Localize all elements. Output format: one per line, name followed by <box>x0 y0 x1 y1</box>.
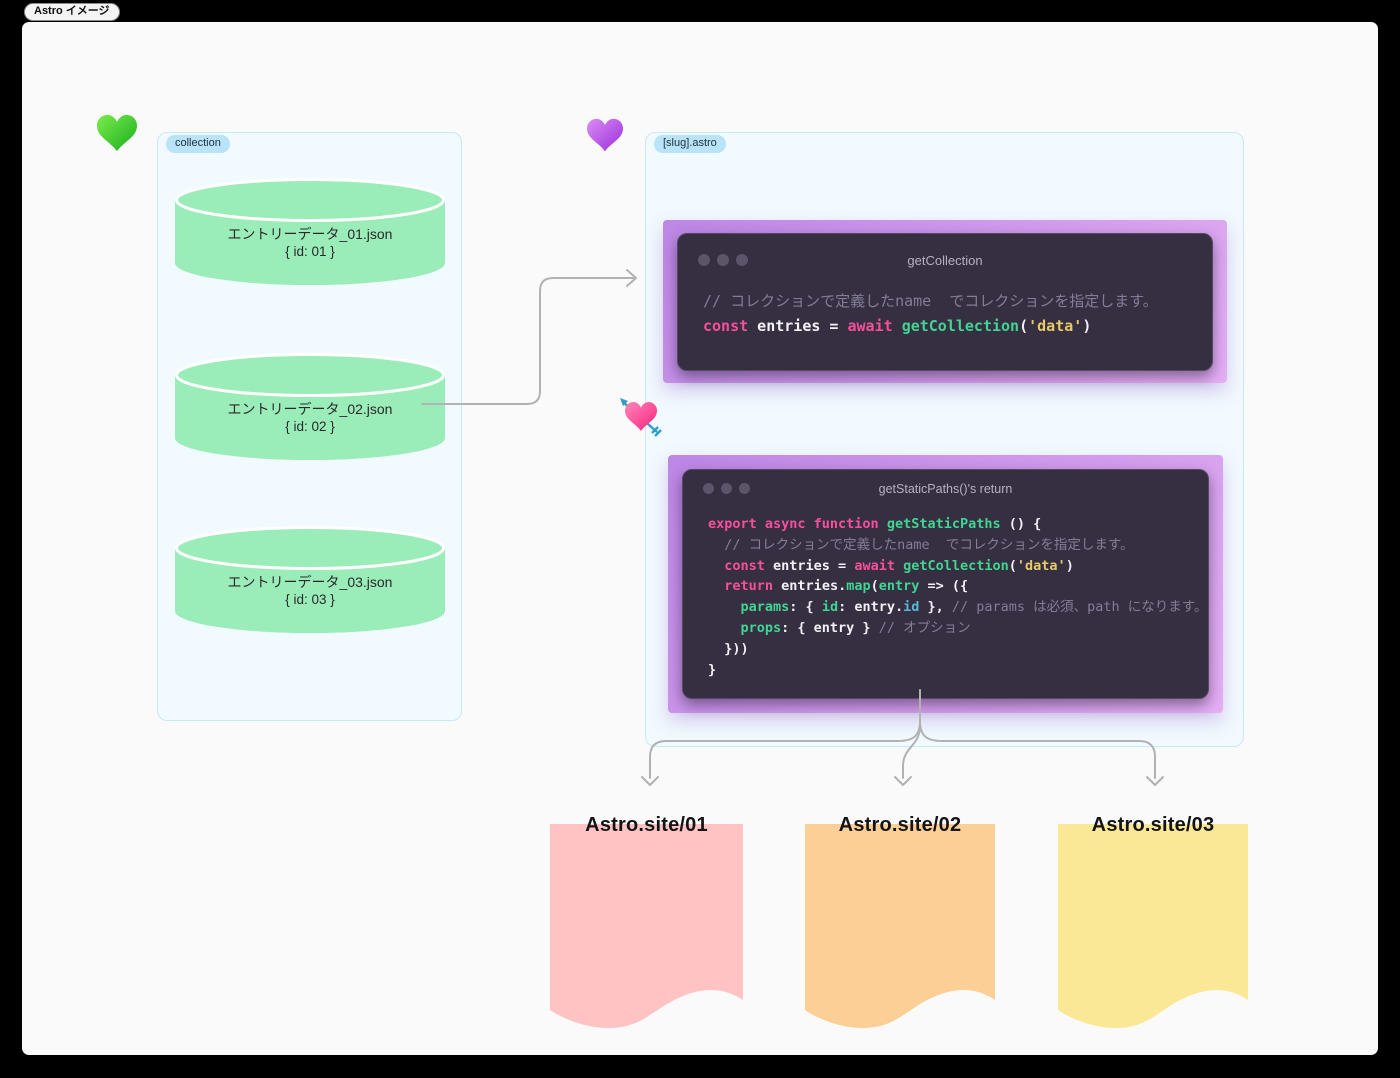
cylinder-id: { id: 02 } <box>285 419 335 434</box>
window-title: getCollection <box>907 253 983 268</box>
code-line: export async function getStaticPaths () … <box>708 516 1042 532</box>
app-title-badge: Astro イメージ <box>24 3 120 21</box>
code-content: // コレクションで定義したname でコレクションを指定します。 const e… <box>703 289 1202 339</box>
cylinder-entry-3: エントリーデータ_03.json { id: 03 } <box>175 526 445 633</box>
code-window-getcollection: getCollection // コレクションで定義したname でコレクション… <box>677 233 1213 371</box>
cylinder-title: エントリーデータ_01.json <box>227 226 393 242</box>
page-card-2: Astro.site/02 <box>805 814 995 1030</box>
green-heart-icon <box>97 114 137 152</box>
code-line: return entries.map(entry => ({ <box>724 578 969 595</box>
window-dots <box>703 483 750 494</box>
cylinder-entry-2: エントリーデータ_02.json { id: 02 } <box>175 353 445 460</box>
diagram-canvas: collection エントリーデータ_01.json{ id: 01 } エント… <box>22 22 1378 1055</box>
code-panel-getstaticpaths: getStaticPaths()'s return export async f… <box>668 455 1223 713</box>
slug-astro-group: [slug].astro getCollection // コレクションで定義し… <box>645 132 1244 747</box>
code-line: })) <box>708 640 749 657</box>
code-window-getstaticpaths: getStaticPaths()'s return export async f… <box>682 469 1209 699</box>
page-label: Astro.site/01 <box>585 814 708 836</box>
purple-heart-icon <box>587 118 623 152</box>
page-label: Astro.site/02 <box>838 814 962 836</box>
code-line: // コレクションで定義したname でコレクションを指定します。 <box>703 292 1158 310</box>
heart-with-arrow-icon <box>620 398 662 437</box>
code-line: const entries = await getCollection('dat… <box>703 317 1092 335</box>
collection-group: collection エントリーデータ_01.json{ id: 01 } エント… <box>157 132 462 721</box>
code-line: } <box>708 661 717 678</box>
code-line: props: { entry } // オプション <box>740 619 971 636</box>
collection-label: collection <box>166 135 230 153</box>
page-card-3: Astro.site/03 <box>1058 814 1248 1030</box>
page-label: Astro.site/03 <box>1091 814 1215 836</box>
code-panel-getcollection: getCollection // コレクションで定義したname でコレクション… <box>663 220 1227 383</box>
code-line: params: { id: entry.id }, // params は必須、… <box>740 599 1208 616</box>
code-line: // コレクションで定義したname でコレクションを指定します。 <box>724 536 1134 553</box>
cylinder-title: エントリーデータ_02.json <box>227 401 393 417</box>
cylinder-title: エントリーデータ_03.json <box>227 574 393 590</box>
page-card-1: Astro.site/01 <box>550 814 743 1030</box>
cylinder-id: { id: 01 } <box>285 244 335 259</box>
cylinder-id: { id: 03 } <box>285 592 335 607</box>
window-dots <box>698 254 748 266</box>
slug-astro-label: [slug].astro <box>654 135 726 153</box>
code-content: export async function getStaticPaths () … <box>708 514 1208 680</box>
cylinder-entry-1: エントリーデータ_01.json { id: 01 } <box>175 178 445 285</box>
code-line: const entries = await getCollection('dat… <box>724 557 1074 574</box>
window-title: getStaticPaths()'s return <box>878 482 1013 496</box>
